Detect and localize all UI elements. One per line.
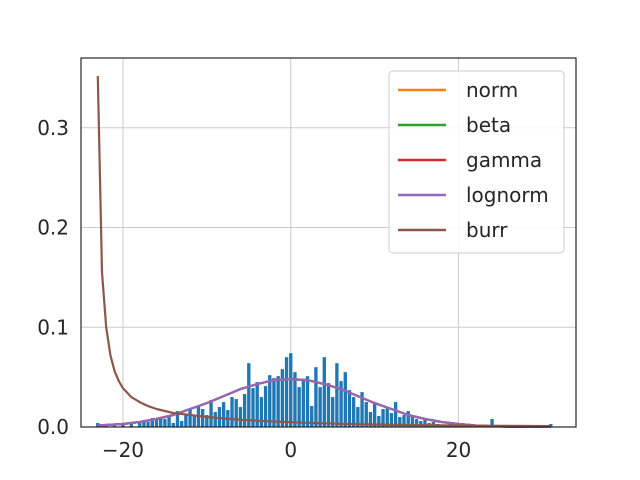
- histogram-bar: [318, 387, 322, 427]
- histogram-bar: [251, 388, 255, 427]
- histogram-bar: [326, 383, 331, 427]
- histogram-bar: [159, 417, 163, 427]
- histogram-bar: [209, 400, 213, 427]
- histogram-bar: [205, 415, 209, 427]
- histogram-bar: [142, 421, 146, 427]
- histogram-bar: [377, 416, 381, 427]
- histogram-bar: [364, 402, 368, 427]
- histogram-bar: [402, 415, 406, 427]
- histogram-bar: [238, 407, 243, 427]
- histogram-bar: [331, 397, 335, 427]
- histogram-bar: [150, 418, 154, 427]
- histogram-bar: [255, 382, 259, 427]
- x-tick-label: 0: [284, 438, 297, 462]
- histogram-bar: [385, 407, 389, 427]
- histogram-bar: [263, 386, 268, 427]
- histogram-bar: [272, 378, 276, 427]
- series-line-burr: [96, 75, 551, 428]
- histogram-bar: [213, 412, 217, 427]
- histogram-bar: [297, 387, 301, 427]
- histogram-bar: [138, 423, 142, 427]
- y-tick-label: 0.2: [37, 216, 69, 240]
- histogram-bar: [389, 413, 394, 427]
- axes-frame: [80, 57, 577, 428]
- histogram-bar: [314, 367, 318, 427]
- legend-box: [388, 70, 565, 254]
- histogram-bar: [289, 353, 293, 427]
- histogram-bar: [180, 421, 184, 427]
- x-tick-label: 20: [446, 438, 471, 462]
- histogram-bar: [154, 419, 159, 427]
- histogram-bar: [322, 357, 326, 427]
- x-axis-ticks: −20 0 20: [102, 438, 471, 462]
- histogram-bar: [406, 411, 410, 427]
- legend: norm beta gamma lognorm burr: [388, 70, 565, 254]
- histogram-bar: [184, 415, 188, 427]
- legend-label-norm: norm: [466, 78, 518, 102]
- histogram-bars: [96, 353, 553, 427]
- histogram-bar: [221, 402, 226, 427]
- histogram-bar: [280, 369, 285, 427]
- histogram-bar: [347, 390, 352, 427]
- y-tick-label: 0.0: [37, 415, 69, 439]
- histogram-bar: [490, 419, 494, 427]
- legend-label-beta: beta: [466, 113, 511, 137]
- histogram-bar: [129, 423, 134, 427]
- histogram-bar: [368, 412, 373, 427]
- histogram-bar: [188, 409, 192, 427]
- histogram-bar: [310, 406, 314, 427]
- histogram-bar: [410, 415, 415, 427]
- histogram-bar: [192, 415, 196, 427]
- histogram-bar: [393, 402, 398, 427]
- fitted-curves: [96, 75, 551, 428]
- histogram-bar: [381, 409, 385, 427]
- histogram-bar: [339, 381, 343, 427]
- y-tick-label: 0.1: [37, 315, 69, 339]
- y-axis-ticks: 0.0 0.1 0.2 0.3: [37, 116, 69, 439]
- histogram-bar: [305, 376, 310, 427]
- histogram-bar: [121, 425, 125, 427]
- histogram-bar: [268, 375, 272, 427]
- histogram-bar: [247, 363, 251, 427]
- histogram-bar: [419, 421, 423, 427]
- histogram-bar: [335, 363, 339, 427]
- histogram-bar: [276, 376, 280, 427]
- histogram-bar: [343, 372, 347, 427]
- histogram-bar: [423, 419, 427, 427]
- histogram-bar: [200, 409, 205, 427]
- histogram-bar: [146, 422, 150, 427]
- histogram-bar: [414, 419, 419, 427]
- histogram-bar: [293, 372, 297, 427]
- legend-label-gamma: gamma: [466, 148, 542, 172]
- legend-label-burr: burr: [466, 218, 508, 242]
- histogram-bar: [284, 357, 289, 427]
- histogram-bar: [167, 415, 171, 427]
- legend-label-lognorm: lognorm: [466, 183, 549, 207]
- histogram-bar: [163, 419, 167, 427]
- histogram-bar: [171, 423, 175, 427]
- histogram-bar: [242, 394, 247, 427]
- y-tick-label: 0.3: [37, 116, 69, 140]
- histogram-bar: [351, 397, 356, 427]
- x-tick-label: −20: [102, 438, 144, 462]
- histogram-bar: [356, 407, 360, 427]
- histogram-bar: [360, 392, 364, 427]
- histogram-bar: [301, 379, 306, 427]
- histogram-bar: [372, 402, 377, 427]
- histogram-bar: [259, 397, 264, 427]
- histogram-bar: [398, 417, 402, 427]
- histogram-bar: [549, 424, 553, 427]
- histogram-bar: [230, 397, 234, 427]
- histogram-bar: [175, 411, 180, 427]
- histogram-bar: [234, 399, 238, 427]
